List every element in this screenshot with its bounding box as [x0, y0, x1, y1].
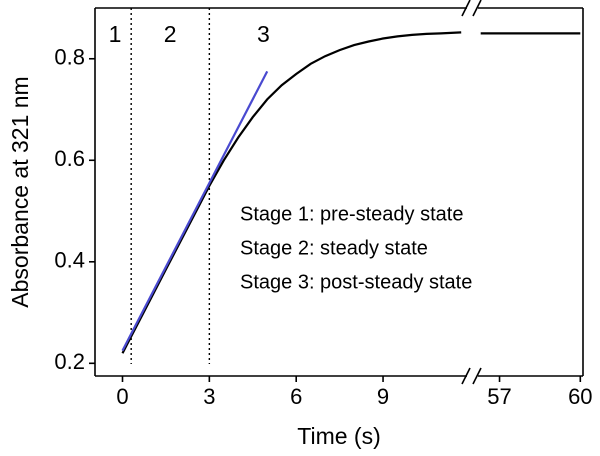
annotation: Stage 1: pre-steady state [240, 203, 463, 225]
y-tick-label: 0.4 [54, 248, 85, 273]
x-tick-label: 9 [377, 384, 389, 409]
data-line [121, 70, 269, 352]
x-tick-label: 60 [568, 384, 592, 409]
x-axis-title: Time (s) [297, 423, 380, 449]
y-tick-label: 0.8 [54, 45, 85, 70]
data-line [121, 31, 581, 354]
x-tick-label: 0 [116, 384, 128, 409]
x-tick-label: 6 [290, 384, 302, 409]
y-tick-label: 0.2 [54, 349, 85, 374]
axis-break [461, 367, 471, 385]
axis-break [472, 0, 482, 17]
annotation: Stage 2: steady state [240, 237, 428, 259]
y-axis-title: Absorbance at 321 nm [7, 76, 33, 307]
axis-break [472, 367, 482, 385]
annotation: Stage 3: post-steady state [240, 271, 472, 293]
stage-label: 1 [109, 21, 122, 47]
axis-break [461, 0, 471, 17]
y-tick-label: 0.6 [54, 146, 85, 171]
stage-label: 2 [164, 21, 177, 47]
x-tick-label: 57 [487, 384, 511, 409]
stage-label: 3 [257, 21, 270, 47]
x-tick-label: 3 [203, 384, 215, 409]
